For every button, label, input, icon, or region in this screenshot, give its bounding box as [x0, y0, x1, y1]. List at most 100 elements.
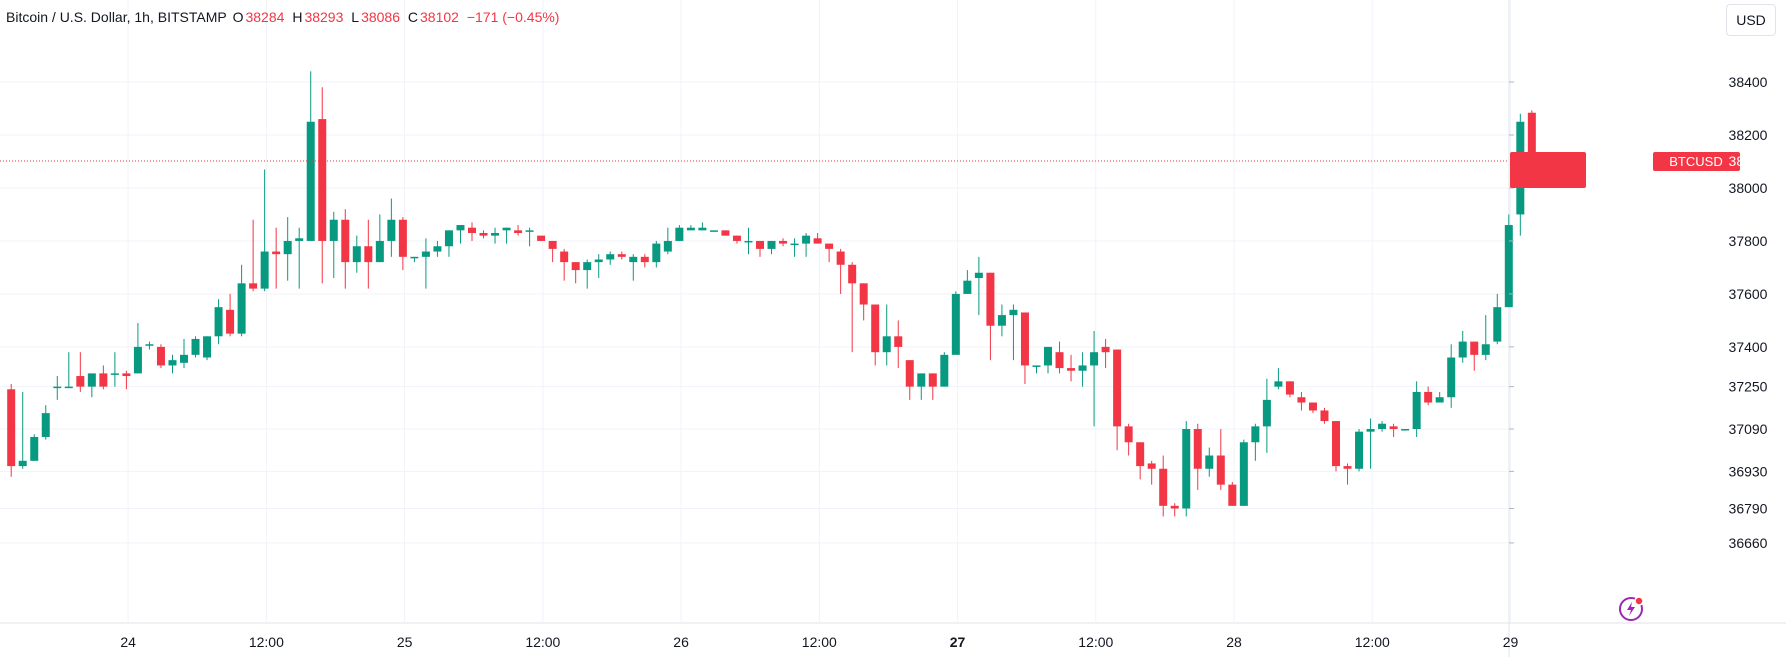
open-value: 38284	[245, 9, 285, 25]
candle-body	[226, 309, 235, 334]
candle	[974, 256, 983, 316]
candle-body	[1527, 112, 1536, 161]
candle	[756, 240, 764, 257]
candle-body	[295, 238, 304, 241]
candle-body	[1389, 426, 1398, 430]
candle	[1032, 365, 1041, 374]
time-axis[interactable]: 24 12:00 25 12:00 26 12:00 27 12:00 28 12:00 29	[120, 634, 1518, 650]
candle-body	[779, 240, 788, 244]
candle-body	[1343, 466, 1352, 469]
candle-body	[1285, 381, 1294, 395]
candle	[502, 227, 511, 244]
candle	[571, 262, 580, 284]
candle	[721, 230, 730, 236]
candle-body	[110, 373, 119, 375]
candle	[802, 232, 811, 257]
time-tick-label: 28	[1226, 634, 1242, 650]
candle	[790, 238, 799, 257]
candle-body	[41, 413, 50, 437]
candle-body	[640, 256, 649, 263]
candle-body	[421, 251, 430, 257]
time-tick-label: 29	[1503, 634, 1519, 650]
candle	[732, 235, 741, 244]
candle-body	[1170, 505, 1179, 509]
candle-body	[1274, 381, 1283, 387]
candle-body	[802, 235, 811, 244]
candle	[779, 238, 788, 247]
candle	[871, 304, 880, 366]
candle-body	[1090, 352, 1099, 366]
candle-body	[905, 360, 914, 387]
candle-body	[1320, 410, 1329, 422]
price-tag-countdown: 10:15	[1730, 169, 1765, 185]
candle	[53, 376, 62, 400]
close-value: 38102	[420, 9, 459, 25]
candle	[341, 209, 350, 289]
candle-body	[583, 262, 592, 271]
candle-body	[191, 338, 200, 355]
time-tick-label: 12:00	[1355, 634, 1390, 650]
candle-body	[1366, 429, 1375, 432]
candle	[30, 434, 39, 461]
candle-body	[1297, 397, 1306, 403]
price-tick-label: 36930	[1729, 463, 1768, 479]
candle-body	[260, 251, 269, 289]
candle	[629, 254, 638, 281]
candle-body	[410, 256, 419, 259]
candle-body	[53, 386, 62, 389]
candle-body	[917, 373, 926, 387]
candle	[1136, 442, 1145, 480]
open-label: O	[232, 9, 244, 25]
candle-body	[444, 230, 453, 247]
candle-body	[156, 346, 165, 366]
candle	[1366, 418, 1375, 469]
candle	[110, 352, 119, 387]
candle	[583, 259, 592, 289]
candle	[848, 262, 857, 353]
candle	[156, 344, 165, 369]
candle	[433, 240, 442, 257]
high-label: H	[292, 9, 303, 25]
candle-body	[1182, 429, 1191, 509]
change-value: −171 (−0.45%)	[466, 9, 560, 25]
candle	[1308, 402, 1317, 414]
candle-body	[514, 230, 523, 233]
candle	[145, 341, 154, 350]
time-tick-label: 12:00	[1078, 634, 1113, 650]
price-axis[interactable]: 38400 38200 38000 37800 37600 37400 37250 37090…	[1509, 21, 1768, 551]
candle	[1044, 346, 1052, 374]
candle	[917, 373, 926, 400]
candle-body	[99, 373, 108, 387]
candle-body	[203, 336, 212, 358]
candle-body	[825, 243, 834, 249]
candle	[444, 230, 453, 257]
candle-body	[871, 304, 880, 353]
candle-body	[974, 272, 983, 279]
currency-button[interactable]: USD	[1726, 4, 1776, 36]
candle-body	[387, 219, 396, 241]
candle-body	[1424, 391, 1433, 403]
high-value: 38293	[304, 9, 344, 25]
candle-body	[1355, 431, 1364, 469]
time-tick-label: 12:00	[802, 634, 837, 650]
candle-body	[686, 227, 695, 231]
flash-icon[interactable]	[1618, 596, 1644, 622]
candle-body	[1159, 468, 1168, 506]
candle-body	[1504, 225, 1513, 308]
candle-body	[398, 219, 407, 257]
symbol-tag-label: BTCUSD	[1669, 154, 1722, 169]
time-tick-label: 27	[950, 634, 966, 650]
candle	[1170, 503, 1179, 517]
low-value: 38086	[361, 9, 400, 25]
candle-body	[352, 246, 361, 263]
candle	[122, 370, 131, 390]
candle-body	[963, 280, 972, 294]
candle-body	[1435, 397, 1444, 403]
candle	[214, 299, 223, 345]
candle	[410, 256, 419, 263]
candle	[928, 373, 937, 400]
candle	[606, 251, 615, 265]
candle	[203, 336, 212, 361]
candle	[1124, 423, 1133, 456]
